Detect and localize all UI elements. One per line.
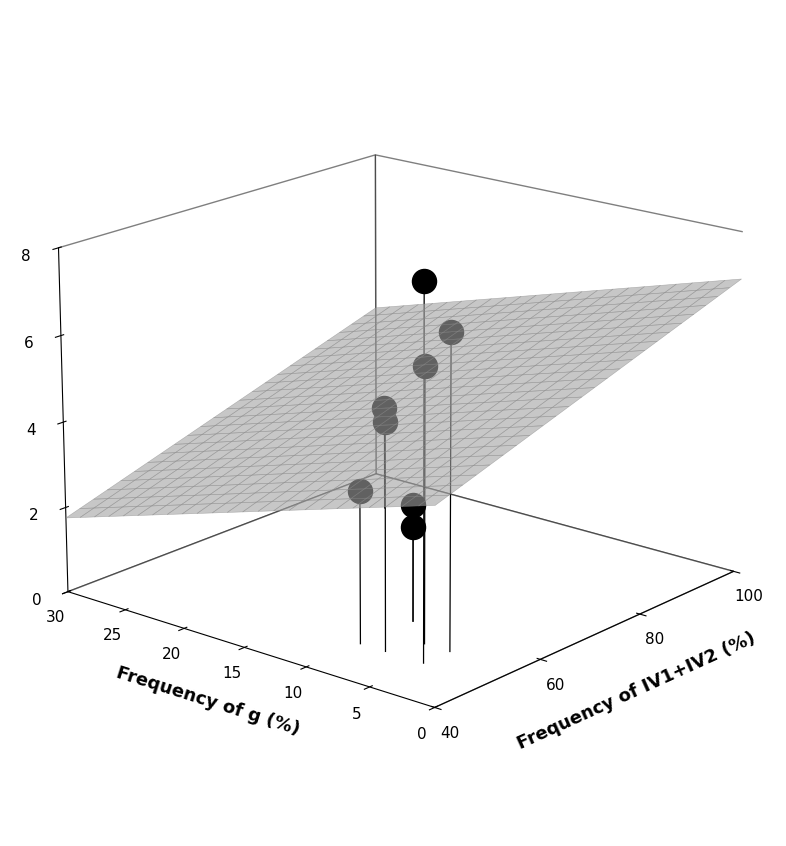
Y-axis label: Frequency of g (%): Frequency of g (%): [114, 664, 302, 739]
X-axis label: Frequency of IV1+IV2 (%): Frequency of IV1+IV2 (%): [515, 629, 758, 753]
